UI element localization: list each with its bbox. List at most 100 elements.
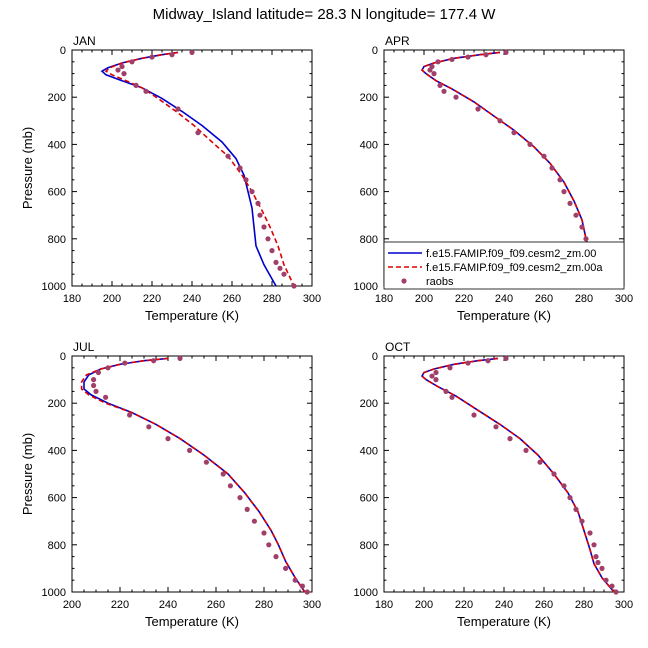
raobs-point [243,177,249,183]
y-tick-label: 400 [360,139,378,151]
raobs-point [523,447,529,453]
y-tick-label: 200 [48,92,66,104]
x-tick-label: 180 [375,599,393,611]
raobs-point [127,412,133,418]
raobs-point [429,373,435,379]
raobs-point [573,506,579,512]
raobs-point [579,224,585,230]
legend-box [383,241,625,290]
legend-label: raobs [426,276,454,288]
raobs-point [291,283,297,289]
raobs-point [551,471,557,477]
raobs-point [91,382,97,389]
raobs-point [177,355,183,361]
raobs-point [465,360,471,366]
x-tick-label: 260 [223,293,241,305]
raobs-point [304,589,310,595]
panel-label: OCT [385,340,411,354]
x-tick-label: 220 [455,293,473,305]
raobs-point [453,94,459,100]
raobs-point [273,554,279,560]
page-title: Midway_Island latitude= 28.3 N longitude… [152,6,496,23]
raobs-point [587,530,593,536]
x-tick-label: 180 [375,293,393,305]
raobs-point [133,82,139,88]
x-axis-label: Temperature (K) [457,614,551,629]
x-tick-label: 280 [255,599,273,611]
raobs-point [151,358,157,364]
raobs-point [175,106,181,112]
raobs-point [483,52,489,58]
raobs-point [537,459,543,465]
panel-oct: 180 200 220 240 260 280 300 0 200 400 600 800 1000 Te… [354,340,634,629]
raobs-point [103,394,109,400]
y-tick-label: 0 [372,351,378,363]
raobs-point [613,589,619,595]
raobs-point [435,59,441,65]
y-tick-label: 0 [372,45,378,57]
raobs-point [465,54,471,60]
raobs-point [583,236,589,242]
y-tick-label: 200 [48,398,66,410]
raobs-point [225,153,231,159]
y-tick-label: 1000 [42,281,66,293]
y-tick-label: 800 [360,234,378,246]
y-tick-label: 1000 [354,281,378,293]
x-axis-label: Temperature (K) [457,308,551,323]
y-tick-label: 800 [360,540,378,552]
raobs-point [557,177,563,183]
y-tick-label: 600 [360,493,378,505]
raobs-point [503,355,509,361]
raobs-point [441,88,447,94]
raobs-point [249,189,255,195]
legend: f.e15.FAMIP.f09_f09.cesm2_zm.00 f.e15.FAM… [383,241,625,290]
raobs-point [146,424,152,430]
y-tick-label: 600 [360,187,378,199]
raobs-point [431,71,437,77]
raobs-point [579,518,585,524]
raobs-point [427,67,433,73]
raobs-point [149,54,155,60]
raobs-point [549,165,555,171]
raobs-point [165,436,171,442]
x-tick-label: 220 [111,599,129,611]
raobs-point [273,259,279,265]
raobs-point [493,424,499,430]
raobs-point [449,56,455,63]
raobs-point [591,542,597,548]
raobs-point [95,369,101,376]
raobs-point [119,63,125,70]
series-line-00a [420,357,615,593]
raobs-point [189,49,195,55]
raobs-point [261,530,267,536]
raobs-point [567,200,573,206]
x-tick-label: 200 [103,293,121,305]
raobs-point [91,377,97,383]
raobs-point [281,271,287,277]
y-axis-label: Pressure (mb) [20,127,35,209]
y-axis-label: Pressure (mb) [20,433,35,515]
raobs-point [573,212,579,218]
x-tick-label: 260 [535,293,553,305]
x-tick-label: 260 [535,599,553,611]
raobs-point [603,577,609,583]
raobs-point [93,388,99,394]
raobs-point [433,377,439,383]
raobs-point [129,59,135,65]
raobs-point [169,52,175,58]
y-tick-label: 200 [360,92,378,104]
legend-label: f.e15.FAMIP.f09_f09.cesm2_zm.00a [426,262,603,274]
x-tick-label: 260 [207,599,225,611]
y-tick-label: 200 [360,398,378,410]
x-tick-label: 200 [415,293,433,305]
raobs-point [437,82,443,88]
raobs-point [261,224,267,230]
raobs-point [471,412,477,418]
y-tick-label: 800 [48,234,66,246]
y-tick-label: 0 [60,45,66,57]
raobs-point [449,394,455,400]
x-axis-label: Temperature (K) [145,308,239,323]
raobs-point [237,165,243,171]
x-tick-label: 300 [615,293,633,305]
